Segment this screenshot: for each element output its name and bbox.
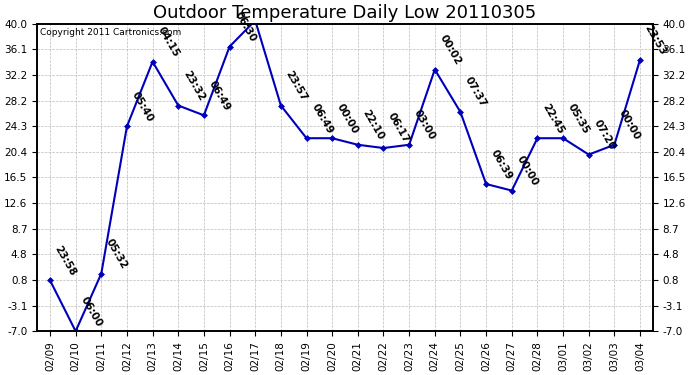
Text: 22:45: 22:45: [540, 102, 566, 135]
Text: 04:15: 04:15: [155, 25, 181, 59]
Text: 06:49: 06:49: [309, 102, 335, 135]
Text: 06:49: 06:49: [207, 79, 232, 112]
Text: 00:00: 00:00: [335, 102, 360, 135]
Text: 23:58: 23:58: [52, 244, 78, 278]
Text: 03:00: 03:00: [412, 108, 437, 142]
Text: 00:00: 00:00: [617, 108, 642, 142]
Text: 07:37: 07:37: [463, 75, 489, 109]
Text: 00:37: 00:37: [0, 374, 1, 375]
Title: Outdoor Temperature Daily Low 20110305: Outdoor Temperature Daily Low 20110305: [153, 4, 537, 22]
Text: 22:10: 22:10: [361, 108, 386, 142]
Text: 07:20: 07:20: [591, 118, 617, 152]
Text: 23:57: 23:57: [284, 69, 309, 103]
Text: 06:17: 06:17: [386, 111, 411, 145]
Text: 23:32: 23:32: [181, 69, 206, 103]
Text: 00:00: 00:00: [515, 154, 540, 188]
Text: 06:30: 06:30: [233, 10, 257, 44]
Text: Copyright 2011 Cartronics.com: Copyright 2011 Cartronics.com: [40, 28, 181, 38]
Text: 06:00: 06:00: [79, 295, 103, 328]
Text: 00:02: 00:02: [437, 33, 463, 67]
Text: 05:35: 05:35: [566, 102, 591, 135]
Text: 05:40: 05:40: [130, 90, 155, 124]
Text: 06:39: 06:39: [489, 148, 514, 181]
Text: 05:32: 05:32: [104, 237, 129, 271]
Text: 23:53: 23:53: [643, 23, 668, 57]
